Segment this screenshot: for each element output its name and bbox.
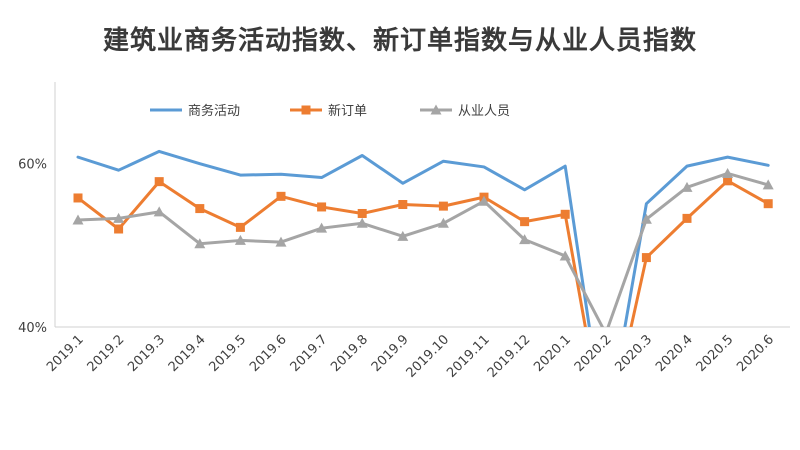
x-tick-label: 2019.5 bbox=[206, 332, 249, 375]
data-point bbox=[234, 234, 246, 245]
data-point bbox=[681, 181, 693, 192]
data-point bbox=[604, 435, 607, 438]
series-lines bbox=[72, 149, 774, 446]
x-tick-label: 2020.4 bbox=[653, 332, 696, 375]
data-point bbox=[239, 174, 242, 177]
x-tick-label: 2019.6 bbox=[247, 332, 290, 375]
data-point bbox=[726, 156, 729, 159]
data-point bbox=[317, 202, 327, 212]
data-point bbox=[276, 191, 286, 201]
series-line bbox=[76, 171, 770, 327]
data-point bbox=[763, 199, 773, 209]
data-point bbox=[117, 169, 120, 172]
legend-marker bbox=[301, 105, 311, 115]
data-point bbox=[645, 202, 648, 205]
data-point bbox=[357, 208, 367, 218]
data-point bbox=[401, 182, 404, 185]
x-tick-labels: 2019.12019.22019.32019.42019.52019.62019… bbox=[44, 332, 777, 381]
data-point bbox=[723, 176, 733, 186]
data-point bbox=[158, 150, 161, 153]
data-point bbox=[437, 217, 449, 228]
data-point bbox=[397, 230, 409, 241]
x-tick-label: 2020.6 bbox=[734, 332, 777, 375]
data-point bbox=[686, 165, 689, 168]
data-point bbox=[523, 188, 526, 191]
data-point bbox=[564, 165, 567, 168]
data-point bbox=[194, 238, 206, 249]
data-point bbox=[114, 224, 124, 234]
data-point bbox=[154, 177, 164, 187]
data-point bbox=[320, 176, 323, 179]
legend-label: 新订单 bbox=[328, 103, 367, 119]
data-point bbox=[77, 156, 80, 159]
x-tick-label: 2019.1 bbox=[44, 332, 87, 375]
series-line bbox=[76, 149, 770, 327]
data-point bbox=[519, 234, 531, 245]
data-point bbox=[478, 195, 490, 206]
x-tick-label: 2020.1 bbox=[531, 332, 574, 375]
y-tick-labels: 40% 60% bbox=[18, 158, 47, 336]
data-point bbox=[442, 160, 445, 163]
x-tick-label: 2019.7 bbox=[288, 332, 331, 375]
x-tick-label: 2019.4 bbox=[166, 332, 209, 375]
data-point bbox=[275, 236, 287, 247]
x-tick-label: 2020.2 bbox=[572, 332, 615, 375]
data-point bbox=[483, 165, 486, 168]
x-tick-label: 2019.2 bbox=[85, 332, 128, 375]
series-line bbox=[76, 179, 770, 327]
y-tick-label: 40% bbox=[18, 321, 47, 336]
data-point bbox=[398, 200, 408, 209]
data-point bbox=[280, 173, 283, 176]
x-tick-label: 2019.3 bbox=[125, 332, 168, 375]
legend: 商务活动 新订单 从业人员 bbox=[150, 103, 510, 119]
legend-marker bbox=[430, 104, 442, 115]
x-tick-label: 2019.12 bbox=[485, 332, 534, 381]
data-point bbox=[762, 179, 774, 190]
data-point bbox=[316, 222, 328, 233]
data-point bbox=[153, 206, 165, 217]
data-point bbox=[113, 212, 125, 223]
data-point bbox=[682, 213, 692, 223]
data-point bbox=[235, 222, 245, 232]
data-point bbox=[601, 437, 610, 446]
x-tick-label: 2020.3 bbox=[612, 332, 655, 375]
data-point bbox=[559, 250, 571, 261]
data-point bbox=[520, 217, 530, 227]
x-tick-label: 2019.10 bbox=[404, 332, 453, 381]
data-point bbox=[72, 214, 84, 225]
x-tick-label: 2020.5 bbox=[694, 332, 737, 375]
x-tick-label: 2019.11 bbox=[444, 332, 493, 381]
y-tick-label: 60% bbox=[18, 158, 47, 173]
data-point bbox=[438, 201, 448, 211]
data-point bbox=[640, 213, 652, 224]
legend-label: 从业人员 bbox=[458, 104, 510, 119]
data-point bbox=[73, 193, 83, 203]
data-point bbox=[356, 217, 368, 228]
data-point bbox=[767, 164, 770, 167]
x-tick-label: 2019.8 bbox=[328, 332, 371, 375]
data-point bbox=[361, 154, 364, 157]
data-point bbox=[641, 253, 651, 263]
data-point bbox=[722, 167, 734, 178]
chart-title: 建筑业商务活动指数、新订单指数与从业人员指数 bbox=[102, 26, 697, 56]
legend-label: 商务活动 bbox=[188, 103, 240, 119]
data-point bbox=[560, 209, 570, 219]
data-point bbox=[195, 204, 205, 214]
data-point bbox=[198, 162, 201, 165]
